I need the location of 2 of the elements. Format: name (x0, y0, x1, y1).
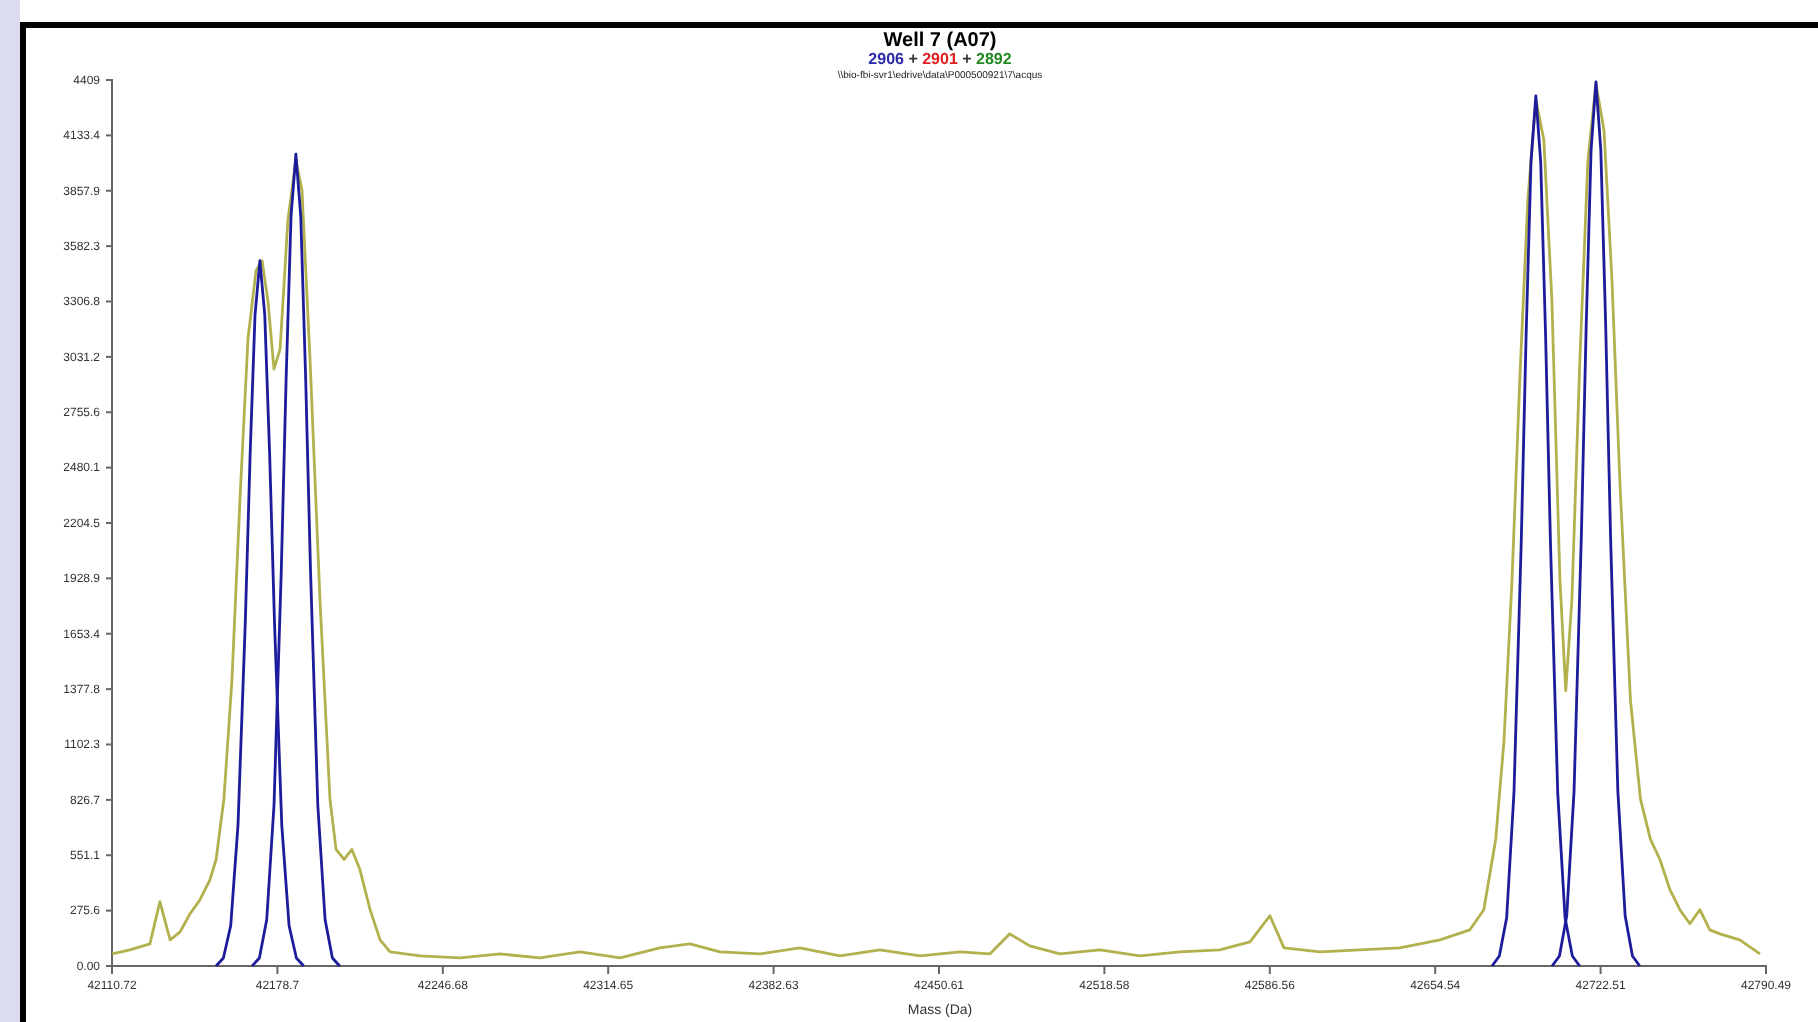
chart-subtitle: 2906 + 2901 + 2892 (868, 50, 1013, 68)
chart-title: Well 7 (A07) (883, 30, 997, 52)
